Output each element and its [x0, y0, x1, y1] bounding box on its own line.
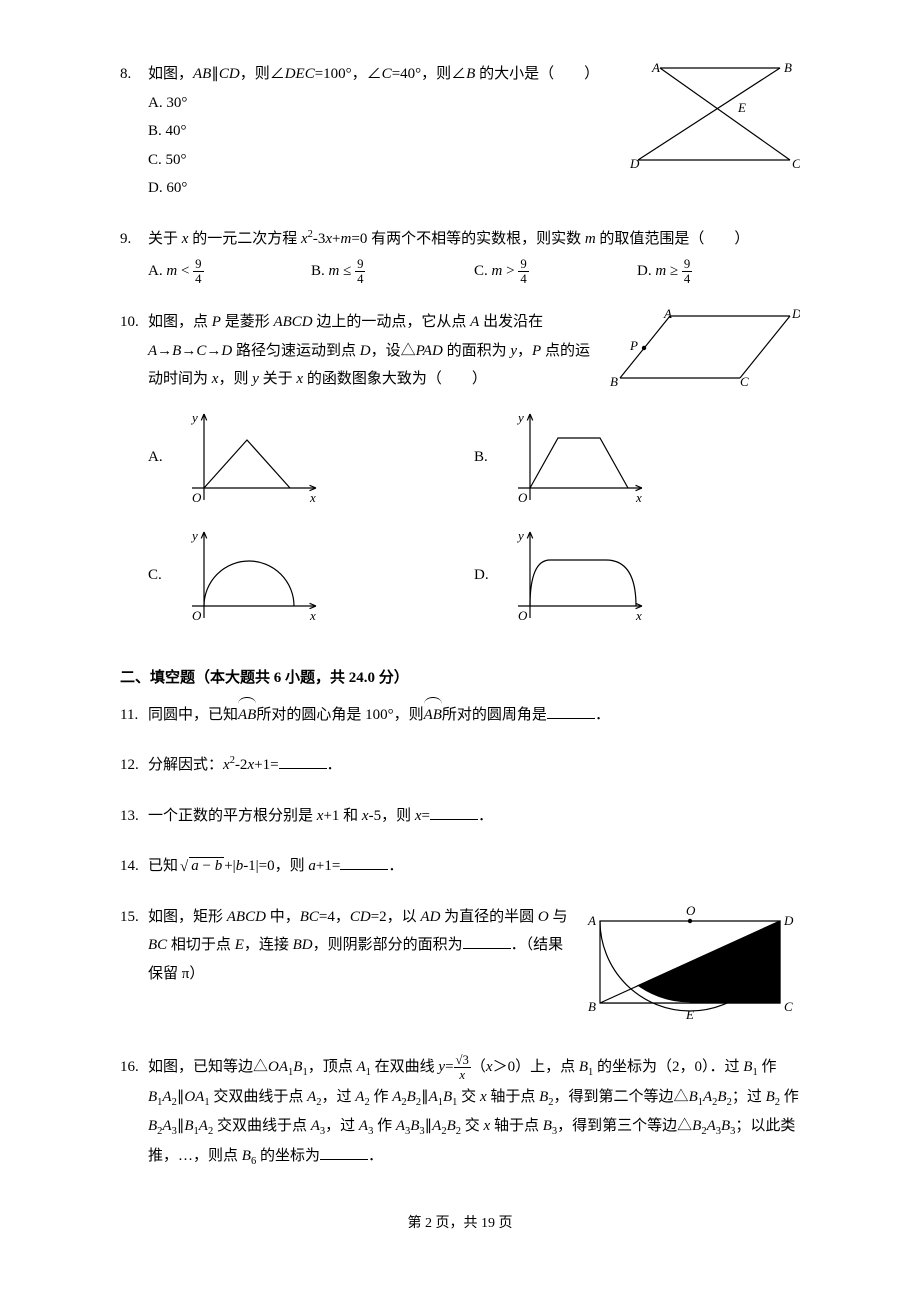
q9-opt-B: B. m ≤ 94 [311, 257, 474, 286]
page-footer: 第 2 页，共 19 页 [120, 1212, 800, 1232]
question-8: 8. A B E D C 如图，AB∥CD，则∠DEC=100°，∠C=40°，则∠B … [120, 60, 800, 203]
question-14: 14. 已知a − b+|b-1|=0，则 a+1=． [120, 852, 800, 881]
q10-number: 10. [120, 308, 148, 337]
svg-text:E: E [685, 1007, 694, 1022]
svg-text:D: D [791, 308, 800, 321]
q9-opt-D: D. m ≥ 94 [637, 257, 800, 286]
svg-text:C: C [740, 374, 749, 388]
q16-number: 16. [120, 1053, 148, 1082]
q16-stem: 如图，已知等边△OA1B1，顶点 A1 在双曲线 y=√3x（x＞0）上，点 B… [148, 1059, 799, 1165]
q15-number: 15. [120, 903, 148, 932]
svg-text:O: O [686, 903, 696, 918]
svg-text:O: O [518, 490, 528, 505]
question-9: 9. 关于 x 的一元二次方程 x2-3x+m=0 有两个不相等的实数根，则实数… [120, 225, 800, 287]
svg-text:B: B [784, 60, 792, 75]
q10-opt-C: C. xyO [148, 526, 474, 626]
q9-options: A. m < 94 B. m ≤ 94 C. m > 94 D. m ≥ 94 [148, 257, 800, 286]
exam-page: 8. A B E D C 如图，AB∥CD，则∠DEC=100°，∠C=40°，则∠B … [0, 0, 920, 1302]
svg-text:A: A [587, 913, 596, 928]
q10-graph-C: x y O [182, 526, 322, 626]
svg-text:A: A [651, 60, 660, 75]
q10-opt-A: A. xyO [148, 408, 474, 508]
q11-number: 11. [120, 701, 148, 730]
question-15: 15. A O D B E C 如图，矩形 ABCD 中，BC=4，CD=2，以 AD 为… [120, 903, 800, 1023]
q15-stem: 如图，矩形 ABCD 中，BC=4，CD=2，以 AD 为直径的半圆 O 与 B… [148, 909, 568, 982]
svg-text:y: y [516, 410, 524, 425]
q8-stem: 如图，AB∥CD，则∠DEC=100°，∠C=40°，则∠B 的大小是（ ） [148, 66, 599, 82]
svg-text:y: y [190, 528, 198, 543]
q9-number: 9. [120, 225, 148, 254]
q8-number: 8. [120, 60, 148, 89]
svg-text:E: E [737, 100, 746, 115]
q10-opt-D: D. xyO [474, 526, 800, 626]
q12-stem: 分解因式：x2-2x+1=． [148, 757, 342, 773]
q15-figure: A O D B E C [580, 903, 800, 1023]
q8-figure: A B E D C [630, 60, 800, 170]
svg-text:x: x [309, 490, 316, 505]
question-13: 13. 一个正数的平方根分别是 x+1 和 x-5，则 x=． [120, 802, 800, 831]
question-12: 12. 分解因式：x2-2x+1=． [120, 751, 800, 780]
q12-number: 12. [120, 751, 148, 780]
q9-opt-C: C. m > 94 [474, 257, 637, 286]
svg-text:y: y [190, 410, 198, 425]
q13-number: 13. [120, 802, 148, 831]
q10-figure: A D P B C [610, 308, 800, 388]
q10-graph-options: A. xyO B. xyO C. xyO D. xyO [148, 408, 800, 644]
svg-text:y: y [516, 528, 524, 543]
svg-text:B: B [610, 374, 618, 388]
svg-text:x: x [635, 490, 642, 505]
svg-text:C: C [784, 999, 793, 1014]
q10-graph-B: x y O [508, 408, 648, 508]
svg-text:x: x [309, 608, 316, 623]
svg-text:O: O [518, 608, 528, 623]
svg-text:x: x [635, 608, 642, 623]
svg-text:D: D [630, 156, 640, 170]
q14-number: 14. [120, 852, 148, 881]
svg-text:O: O [192, 490, 202, 505]
question-10: 10. A D P B C 如图，点 P 是菱形 ABCD 边上的一动点，它从点 A 出… [120, 308, 800, 644]
q8-opt-D: D. 60° [148, 174, 800, 203]
svg-text:C: C [792, 156, 800, 170]
svg-text:B: B [588, 999, 596, 1014]
svg-text:O: O [192, 608, 202, 623]
q10-graph-D: x y O [508, 526, 648, 626]
q13-stem: 一个正数的平方根分别是 x+1 和 x-5，则 x=． [148, 808, 493, 824]
question-11: 11. 同圆中，已知AB所对的圆心角是 100°，则AB所对的圆周角是． [120, 701, 800, 730]
q10-opt-B: B. xyO [474, 408, 800, 508]
question-16: 16. 如图，已知等边△OA1B1，顶点 A1 在双曲线 y=√3x（x＞0）上… [120, 1053, 800, 1173]
svg-text:A: A [663, 308, 672, 321]
q10-stem: 如图，点 P 是菱形 ABCD 边上的一动点，它从点 A 出发沿在 A→B→C→… [148, 314, 590, 387]
q11-stem: 同圆中，已知AB所对的圆心角是 100°，则AB所对的圆周角是． [148, 707, 610, 723]
q9-stem: 关于 x 的一元二次方程 x2-3x+m=0 有两个不相等的实数根，则实数 m … [148, 231, 749, 247]
svg-text:P: P [629, 338, 638, 353]
section-2-heading: 二、填空题（本大题共 6 小题，共 24.0 分） [120, 666, 800, 687]
q14-stem: 已知a − b+|b-1|=0，则 a+1=． [148, 858, 403, 874]
svg-text:D: D [783, 913, 794, 928]
q9-opt-A: A. m < 94 [148, 257, 311, 286]
q10-graph-A: x y O [182, 408, 322, 508]
